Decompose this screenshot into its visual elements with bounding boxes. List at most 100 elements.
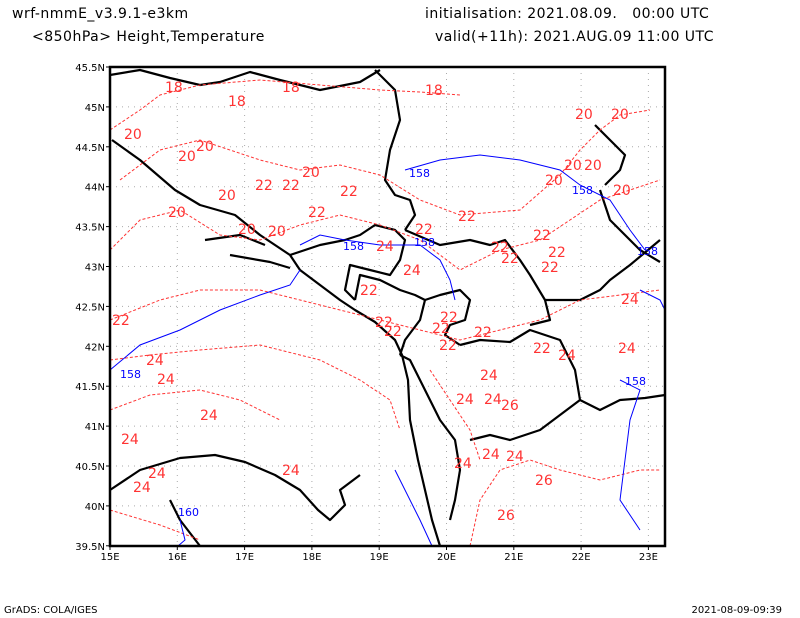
border-bg-gr (579, 393, 666, 412)
lon-label: 22E (572, 552, 591, 563)
border-albania (399, 354, 462, 521)
island-korcula (229, 253, 291, 270)
temperature-contour-label: 22 (360, 283, 378, 299)
lon-label: 23E (639, 552, 658, 563)
temperature-contour-label: 22 (282, 178, 300, 194)
border-bulgaria (545, 239, 661, 302)
temperature-contour-label: 24 (157, 372, 175, 388)
border-ne (594, 124, 627, 186)
temperature-contour-label: 20 (178, 149, 196, 165)
lat-label: 44.5N (75, 143, 105, 154)
temperature-contour-label: 22 (439, 338, 457, 354)
lon-label: 17E (235, 552, 254, 563)
lat-label: 43N (85, 263, 105, 274)
lat-label: 43.5N (75, 223, 105, 234)
lat-label: 41.5N (75, 382, 105, 393)
temperature-contour-label: 22 (308, 205, 326, 221)
lat-label: 45.5N (75, 63, 105, 74)
temperature-contour-label: 22 (440, 310, 458, 326)
init-time: initialisation: 2021.08.09. 00:00 UTC (425, 6, 710, 22)
temperature-contour-label: 22 (501, 251, 519, 267)
lon-label: 16E (168, 552, 187, 563)
temperature-contour-label: 26 (535, 473, 553, 489)
border-east (598, 189, 661, 263)
coastline-dalmatia (111, 139, 442, 547)
valid-time: valid(+11h): 2021.AUG.09 11:00 UTC (435, 29, 715, 45)
temperature-contour-label: 24 (146, 353, 164, 369)
temperature-contour-label: 24 (454, 456, 472, 472)
field-title: <850hPa> Height,Temperature (32, 29, 265, 45)
border-serbia (404, 228, 552, 327)
temperature-contour-label: 22 (541, 260, 559, 276)
temperature-contour-label: 22 (340, 184, 358, 200)
temperature-contour-label: 20 (611, 107, 629, 123)
border-montenegro (353, 273, 427, 356)
temperature-contour-label: 24 (482, 447, 500, 463)
height-contour-label: 158 (343, 240, 364, 253)
borders-coastlines (109, 68, 666, 547)
temperature-contour-label: 18 (228, 94, 246, 110)
height-contour-label: 158 (625, 375, 646, 388)
temperature-contour-label: 20 (584, 158, 602, 174)
temperature-contour-label: 22 (491, 240, 509, 256)
temperature-contour-label: 22 (255, 178, 273, 194)
lat-label: 39.5N (75, 542, 105, 553)
lat-label: 42.5N (75, 302, 105, 313)
height-contour-label: 158 (637, 245, 658, 258)
temperature-contour-label: 24 (376, 239, 394, 255)
temperature-contour-label: 18 (165, 80, 183, 96)
height-labels: 158 158 158 158 158 158 158 160 (120, 167, 658, 519)
lat-label: 41N (85, 422, 105, 433)
temperature-contour-label: 24 (148, 466, 166, 482)
map-frame (108, 65, 667, 548)
lat-label: 42N (85, 342, 105, 353)
temperature-contour-label: 24 (456, 392, 474, 408)
lat-label: 45N (85, 103, 105, 114)
temperature-contour-label: 20 (238, 222, 256, 238)
height-contour-label: 158 (120, 368, 141, 381)
border-bosnia-north (374, 69, 417, 231)
temperature-contour-label: 24 (506, 449, 524, 465)
temperature-contour-label: 24 (558, 348, 576, 364)
temperature-contour-label: 24 (618, 341, 636, 357)
temperature-contour-label: 22 (415, 222, 433, 238)
temperature-contour-label: 22 (533, 228, 551, 244)
border-kosovo (424, 288, 472, 346)
lon-label: 18E (302, 552, 321, 563)
temperature-contours (109, 79, 661, 547)
temperature-contour-label: 22 (458, 209, 476, 225)
temperature-contour-label: 22 (548, 245, 566, 261)
credit-label: GrADS: COLA/IGES (4, 605, 98, 616)
lon-label: 20E (437, 552, 456, 563)
border-mk (459, 328, 582, 442)
coastline-italy (109, 453, 361, 522)
temperature-contour-label: 24 (621, 292, 639, 308)
temperature-contour-label: 20 (545, 173, 563, 189)
lat-label: 40.5N (75, 462, 105, 473)
height-contour-label: 158 (414, 236, 435, 249)
temperature-contour-label: 24 (480, 368, 498, 384)
lon-label: 15E (100, 552, 119, 563)
temperature-contour-label: 22 (384, 324, 402, 340)
temperature-contour-label: 20 (196, 139, 214, 155)
height-contour-label: 158 (409, 167, 430, 180)
temperature-contour-label: 20 (268, 224, 286, 240)
temperature-contour-label: 24 (484, 392, 502, 408)
height-contour-label: 160 (178, 506, 199, 519)
temperature-contour-label: 22 (375, 315, 393, 331)
temperature-contour-label: 22 (432, 321, 450, 337)
temperature-contour-label: 24 (133, 480, 151, 496)
temperature-contour-label: 26 (497, 508, 515, 524)
temperature-contour-label: 24 (282, 463, 300, 479)
temperature-contour-label: 20 (302, 165, 320, 181)
timestamp-label: 2021-08-09-09:39 (691, 605, 782, 616)
temperature-contour-label: 18 (282, 80, 300, 96)
temperature-contour-label: 20 (168, 205, 186, 221)
temperature-contour-label: 24 (121, 432, 139, 448)
temperature-contour-label: 20 (218, 188, 236, 204)
axis-labels: 15E 16E 17E 18E 19E 20E 21E 22E 23E 45.5N 45N 44.5N… (75, 63, 658, 563)
island-hvar (204, 233, 266, 247)
temperature-contour-label: 18 (425, 83, 443, 99)
temperature-contour-label: 24 (403, 263, 421, 279)
